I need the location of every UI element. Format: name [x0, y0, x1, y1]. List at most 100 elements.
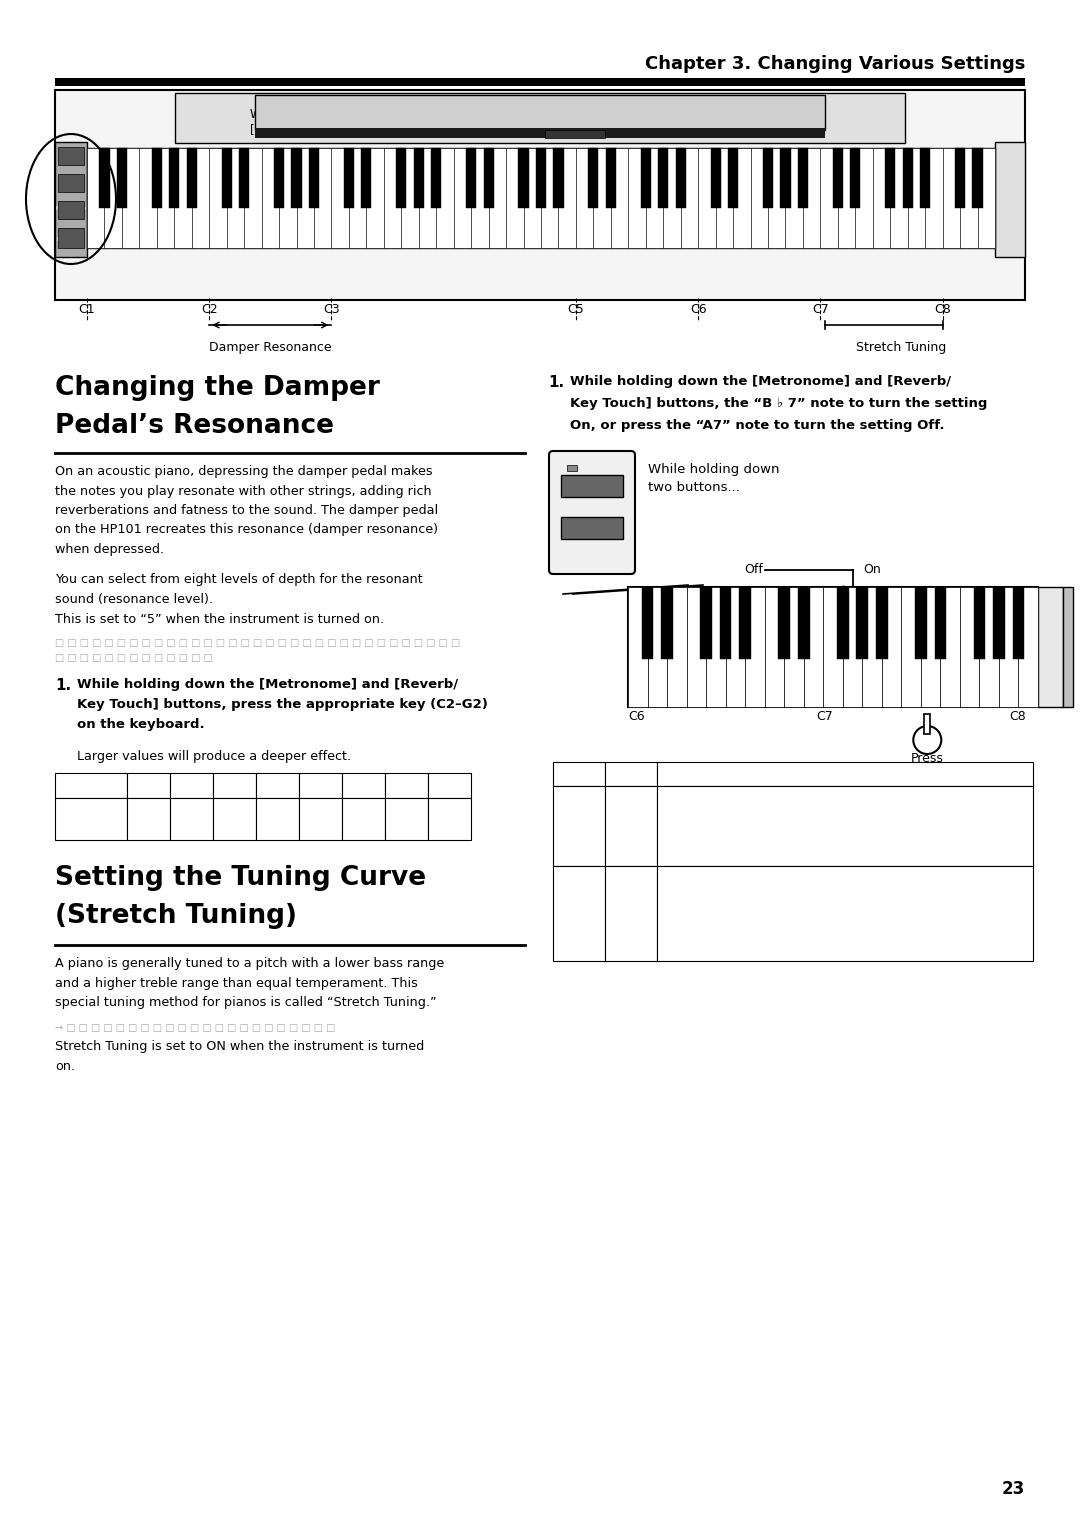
Bar: [55, 142, 87, 257]
Bar: [1018, 587, 1038, 707]
Text: Off: Off: [622, 816, 640, 830]
Text: Reverb/
Key Touch: Reverb/ Key Touch: [569, 542, 615, 562]
Bar: [139, 148, 157, 248]
Bar: [640, 148, 651, 208]
Bar: [798, 587, 810, 659]
Text: Descriptions: Descriptions: [801, 767, 889, 779]
Bar: [593, 148, 611, 248]
Text: This tuning curve expands the bass
and treble ends somewhat. It is suit-
able fo: This tuning curve expands the bass and t…: [662, 874, 879, 961]
Bar: [838, 148, 855, 248]
Text: Stretch Tuning is set to ON when the instrument is turned
on.: Stretch Tuning is set to ON when the ins…: [55, 1041, 424, 1073]
Bar: [960, 148, 977, 248]
Bar: [239, 148, 249, 208]
Bar: [55, 78, 1025, 86]
Bar: [553, 866, 605, 961]
Bar: [719, 587, 731, 659]
Bar: [299, 798, 342, 840]
Text: 8: 8: [446, 810, 454, 824]
Bar: [174, 148, 192, 248]
Text: B♭7: B♭7: [568, 905, 591, 917]
Bar: [745, 587, 765, 707]
Bar: [1013, 587, 1024, 659]
Text: 7: 7: [403, 810, 410, 824]
Bar: [733, 148, 751, 248]
Bar: [973, 587, 985, 659]
Bar: [680, 148, 698, 248]
Text: Changing the Damper: Changing the Damper: [55, 374, 380, 400]
Text: 1: 1: [145, 810, 152, 824]
Bar: [687, 587, 706, 707]
Bar: [558, 148, 576, 248]
Bar: [117, 148, 127, 208]
Text: Setting the Tuning Curve: Setting the Tuning Curve: [55, 865, 427, 891]
Bar: [711, 148, 720, 208]
Bar: [127, 773, 170, 798]
Text: 4: 4: [273, 810, 282, 824]
Bar: [87, 148, 995, 248]
Bar: [255, 128, 825, 138]
Bar: [342, 773, 384, 798]
Bar: [518, 148, 528, 208]
Bar: [833, 148, 842, 208]
Text: C♯2: C♯2: [179, 778, 203, 792]
Bar: [561, 475, 623, 497]
Bar: [605, 762, 657, 785]
Text: Dual: Dual: [65, 179, 78, 185]
Bar: [629, 148, 646, 248]
Bar: [768, 148, 785, 248]
Bar: [256, 773, 299, 798]
Bar: [934, 587, 946, 659]
Text: F♯2: F♯2: [395, 778, 418, 792]
Text: C3: C3: [323, 303, 340, 316]
Bar: [524, 148, 541, 248]
Bar: [292, 148, 301, 208]
Text: □ □ □ □ □ □ □ □ □ □ □ □ □: □ □ □ □ □ □ □ □ □ □ □ □ □: [55, 652, 213, 663]
Bar: [726, 587, 745, 707]
Bar: [980, 587, 999, 707]
Bar: [661, 587, 673, 659]
Bar: [402, 148, 419, 248]
Text: 23: 23: [1002, 1481, 1025, 1497]
Bar: [823, 587, 842, 707]
Text: 6: 6: [360, 810, 367, 824]
Text: A piano is generally tuned to a pitch with a lower bass range
and a higher trebl: A piano is generally tuned to a pitch wi…: [55, 957, 444, 1008]
Text: A7: A7: [914, 657, 929, 666]
Text: C6: C6: [627, 711, 645, 723]
Text: 2: 2: [188, 810, 195, 824]
Bar: [419, 148, 436, 248]
Text: C2: C2: [201, 303, 217, 316]
Bar: [876, 587, 888, 659]
Text: A7: A7: [570, 816, 588, 830]
Bar: [507, 148, 524, 248]
Text: C7: C7: [812, 303, 828, 316]
Bar: [274, 148, 284, 208]
Bar: [152, 148, 162, 208]
Bar: [436, 148, 454, 248]
Bar: [332, 148, 349, 248]
Text: B♭7: B♭7: [940, 633, 960, 642]
Bar: [994, 587, 1004, 659]
Bar: [187, 148, 197, 208]
Bar: [366, 148, 383, 248]
Text: [Reverb/Key Touch] button, press the corresponding key.: [Reverb/Key Touch] button, press the cor…: [249, 124, 584, 138]
Bar: [955, 148, 966, 208]
Bar: [553, 762, 605, 785]
Text: D2: D2: [225, 778, 244, 792]
Bar: [553, 148, 564, 208]
Bar: [488, 148, 507, 248]
Bar: [779, 587, 791, 659]
Bar: [977, 148, 995, 248]
Bar: [995, 142, 1025, 257]
Text: Metronome: Metronome: [55, 206, 86, 211]
Bar: [99, 148, 109, 208]
Text: F2: F2: [355, 778, 373, 792]
Bar: [213, 773, 256, 798]
Bar: [605, 866, 657, 961]
Bar: [802, 148, 821, 248]
Text: Off: Off: [744, 562, 762, 576]
Bar: [627, 587, 1038, 707]
Text: Press: Press: [910, 752, 944, 766]
Bar: [428, 773, 471, 798]
Bar: [862, 587, 881, 707]
Bar: [454, 148, 471, 248]
